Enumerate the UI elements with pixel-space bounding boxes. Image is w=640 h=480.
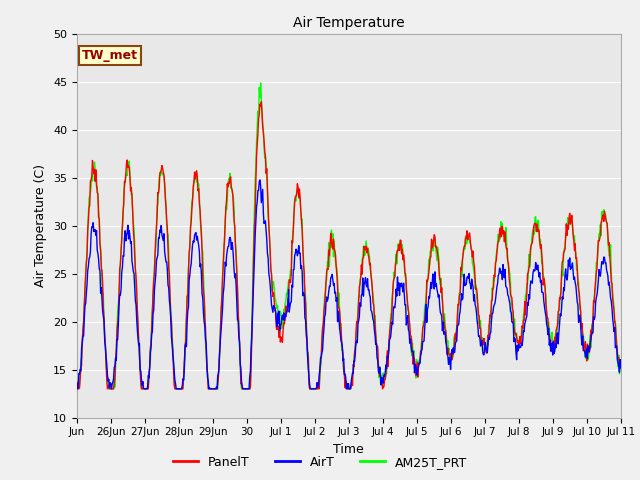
Y-axis label: Air Temperature (C): Air Temperature (C) [35,164,47,287]
Text: TW_met: TW_met [82,49,138,62]
Title: Air Temperature: Air Temperature [293,16,404,30]
Legend: PanelT, AirT, AM25T_PRT: PanelT, AirT, AM25T_PRT [168,451,472,474]
X-axis label: Time: Time [333,443,364,456]
